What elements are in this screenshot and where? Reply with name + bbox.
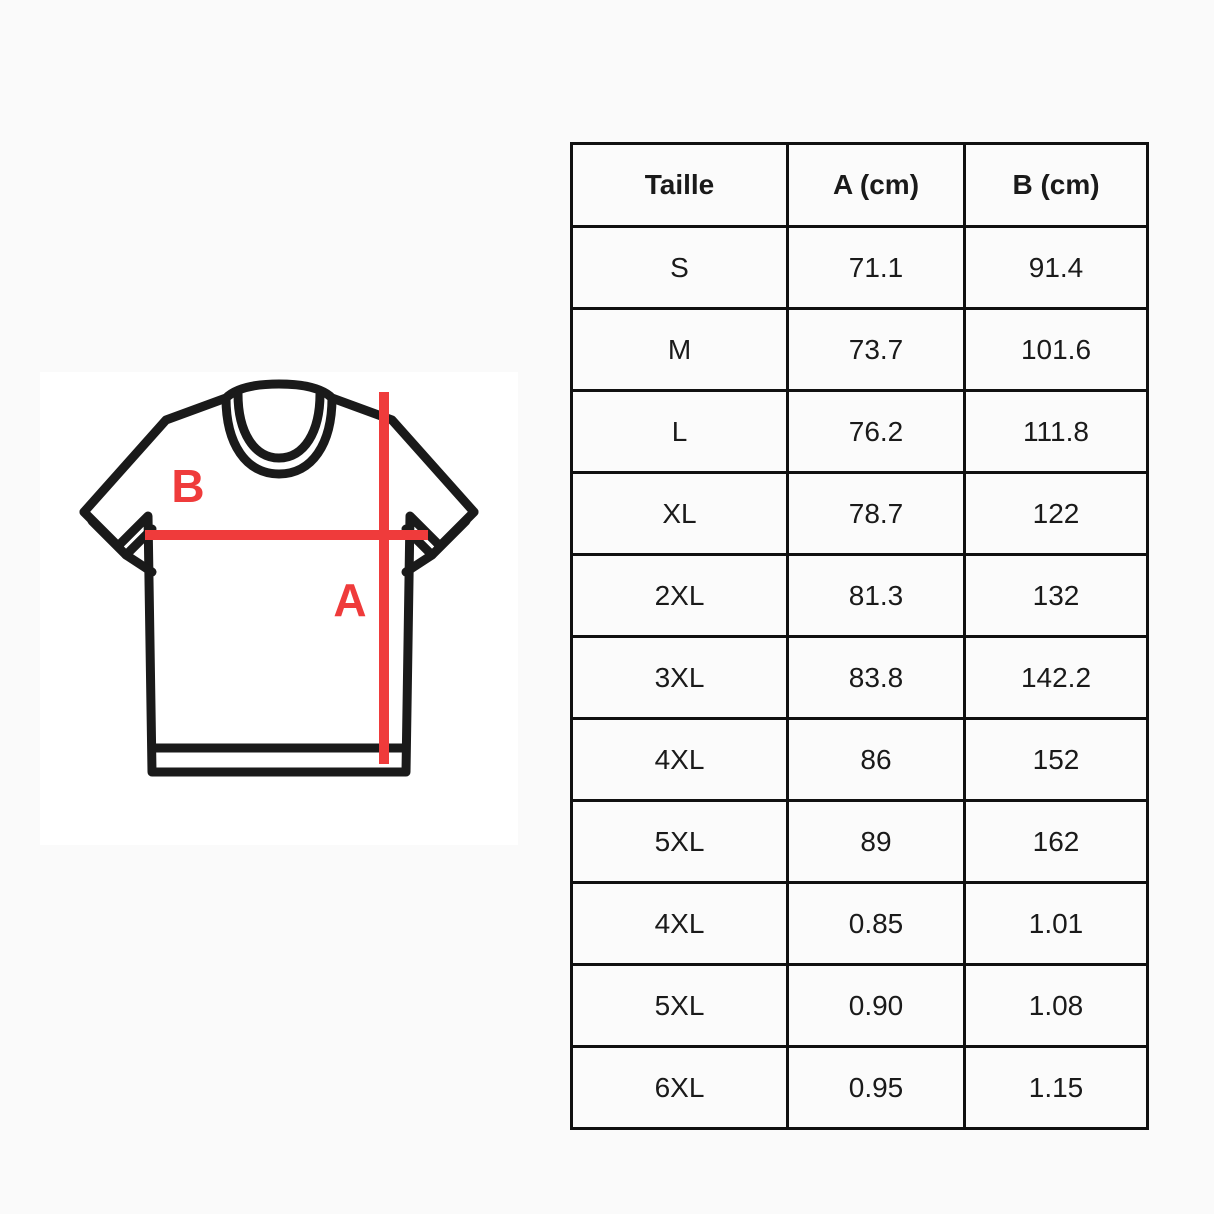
size-cell: M xyxy=(570,307,789,392)
value-b-cell: 111.8 xyxy=(963,389,1149,474)
tshirt-diagram-svg: B A xyxy=(79,379,479,777)
value-a-cell: 81.3 xyxy=(786,553,966,638)
value-a-cell: 86 xyxy=(786,717,966,802)
size-cell: 4XL xyxy=(570,717,789,802)
value-a-cell: 71.1 xyxy=(786,225,966,310)
value-b-cell: 91.4 xyxy=(963,225,1149,310)
table-row: 4XL 0.85 1.01 xyxy=(570,881,1149,966)
table-row: 3XL 83.8 142.2 xyxy=(570,635,1149,720)
size-cell: 2XL xyxy=(570,553,789,638)
table-row: 4XL 86 152 xyxy=(570,717,1149,802)
value-b-cell: 132 xyxy=(963,553,1149,638)
size-cell: 5XL xyxy=(570,963,789,1048)
table-row: 6XL 0.95 1.15 xyxy=(570,1045,1149,1130)
table-row: 2XL 81.3 132 xyxy=(570,553,1149,638)
value-a-cell: 78.7 xyxy=(786,471,966,556)
table-body: S 71.1 91.4 M 73.7 101.6 L 76.2 111.8 XL 78.7 122 2X… xyxy=(570,225,1149,1130)
size-cell: 3XL xyxy=(570,635,789,720)
size-cell: L xyxy=(570,389,789,474)
value-a-cell: 73.7 xyxy=(786,307,966,392)
value-b-cell: 1.08 xyxy=(963,963,1149,1048)
value-b-cell: 1.15 xyxy=(963,1045,1149,1130)
table-row: 5XL 0.90 1.08 xyxy=(570,963,1149,1048)
table-header-row: Taille A (cm) B (cm) xyxy=(570,142,1149,228)
value-a-cell: 0.95 xyxy=(786,1045,966,1130)
column-header-a: A (cm) xyxy=(786,142,966,228)
value-b-cell: 101.6 xyxy=(963,307,1149,392)
size-cell: 4XL xyxy=(570,881,789,966)
table-row: XL 78.7 122 xyxy=(570,471,1149,556)
value-b-cell: 152 xyxy=(963,717,1149,802)
value-a-cell: 76.2 xyxy=(786,389,966,474)
size-chart-table-container: Taille A (cm) B (cm) S 71.1 91.4 M 73.7 101.6… xyxy=(570,142,1149,1130)
table-row: S 71.1 91.4 xyxy=(570,225,1149,310)
measurement-lines xyxy=(145,392,428,764)
size-cell: S xyxy=(570,225,789,310)
table-row: M 73.7 101.6 xyxy=(570,307,1149,392)
value-a-cell: 83.8 xyxy=(786,635,966,720)
column-header-b: B (cm) xyxy=(963,142,1149,228)
tshirt-illustration-card: B A xyxy=(40,372,518,845)
value-b-cell: 162 xyxy=(963,799,1149,884)
size-cell: 5XL xyxy=(570,799,789,884)
value-a-cell: 0.85 xyxy=(786,881,966,966)
value-a-cell: 0.90 xyxy=(786,963,966,1048)
value-a-cell: 89 xyxy=(786,799,966,884)
label-a-text: A xyxy=(333,574,366,626)
size-cell: 6XL xyxy=(570,1045,789,1130)
value-b-cell: 1.01 xyxy=(963,881,1149,966)
tshirt-outline xyxy=(79,379,479,777)
value-b-cell: 122 xyxy=(963,471,1149,556)
label-b-text: B xyxy=(171,460,204,512)
value-b-cell: 142.2 xyxy=(963,635,1149,720)
size-cell: XL xyxy=(570,471,789,556)
column-header-size: Taille xyxy=(570,142,789,228)
table-row: 5XL 89 162 xyxy=(570,799,1149,884)
size-chart-table: Taille A (cm) B (cm) S 71.1 91.4 M 73.7 101.6… xyxy=(570,142,1149,1130)
table-row: L 76.2 111.8 xyxy=(570,389,1149,474)
